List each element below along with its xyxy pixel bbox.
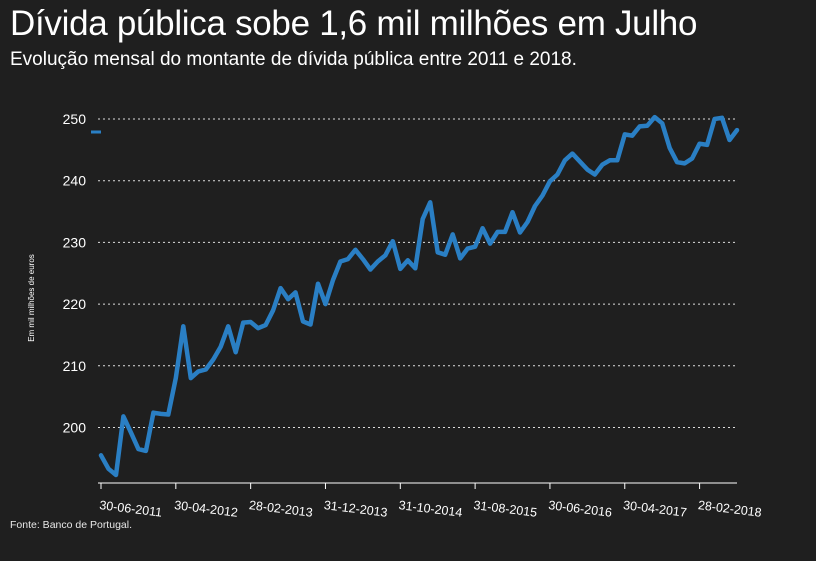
series-line [98, 114, 740, 478]
x-tick-label-7: 30-04-2017 [622, 498, 687, 520]
plot-area [98, 114, 740, 478]
x-tick-label-5: 31-08-2015 [473, 498, 538, 520]
y-tick-label-230: 230 [63, 234, 87, 250]
x-tick-label-4: 31-10-2014 [398, 498, 463, 520]
x-tick-label-1: 30-04-2012 [173, 498, 238, 520]
x-tick-label-8: 28-02-2018 [697, 498, 762, 520]
y-tick-label-200: 200 [63, 420, 87, 436]
source-note: Fonte: Banco de Portugal. [10, 519, 132, 531]
x-tick-label-6: 30-06-2016 [548, 498, 613, 520]
y-axis-title: Em mil milhões de euros [27, 254, 36, 342]
grid-lines [98, 118, 737, 428]
chart-subtitle: Evolução mensal do montante de dívida pú… [10, 49, 577, 70]
y-tick-label-210: 210 [63, 358, 87, 374]
x-tick-label-2: 28-02-2013 [248, 498, 313, 520]
y-tick-label-240: 240 [63, 173, 87, 189]
x-tick-label-3: 31-12-2013 [323, 498, 388, 520]
y-tick-label-250: 250 [63, 111, 87, 127]
x-tick-label-0: 30-06-2011 [99, 498, 163, 520]
chart-title: Dívida pública sobe 1,6 mil milhões em J… [10, 4, 698, 43]
x-axis-ticks: 30-06-2011 30-04-2012 28-02-2013 31-12-2013… [99, 483, 762, 520]
y-tick-label-220: 220 [63, 296, 87, 312]
y-axis-ticks: 200 210 220 230 240 250 [63, 111, 87, 436]
